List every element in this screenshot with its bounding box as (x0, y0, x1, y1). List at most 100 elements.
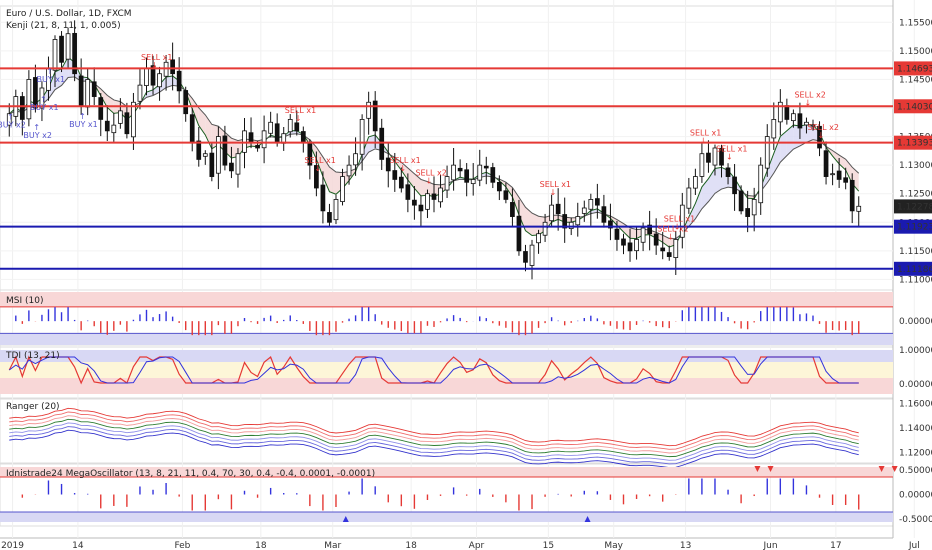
signal-arrow-glyph: ↓ (674, 222, 681, 231)
x-tick-label: Feb (174, 541, 190, 550)
candle-body (359, 119, 365, 155)
ranger-title: Ranger (20) (6, 402, 60, 412)
candle-body (614, 228, 620, 240)
candle-body (594, 198, 600, 206)
candle-body (758, 164, 764, 204)
kenji-cloud-segment (525, 207, 533, 236)
candle-body (621, 238, 626, 246)
kenji-cloud-segment (407, 167, 415, 189)
level-price-label: 1.14030 (897, 102, 932, 112)
candle-body (202, 153, 208, 157)
candle-body (725, 167, 731, 177)
signal-arrow-glyph: ↓ (804, 98, 811, 107)
kenji-cloud-segment (505, 182, 513, 197)
candle-body (255, 145, 260, 149)
mega-signal-marker (891, 466, 898, 472)
signal-annotation: BUY x2 (0, 121, 26, 130)
candle-body (640, 227, 646, 243)
candle-body (183, 90, 189, 115)
candle-body (6, 113, 12, 126)
tdi-middle-zone (0, 362, 893, 378)
x-tick-label: 2019 (1, 541, 24, 550)
candle-body (738, 190, 744, 212)
x-tick-label: 14 (72, 541, 84, 550)
ranger-tick: 1.12000 (899, 448, 932, 458)
candle-body (464, 169, 470, 183)
level-price-tag (894, 135, 932, 150)
mega-signal-marker (754, 466, 761, 472)
tdi-upper-zone (0, 350, 893, 362)
candle-body (19, 96, 25, 120)
x-tick-label: Jun (762, 541, 777, 550)
candle-body (222, 135, 228, 166)
signal-arrow-glyph: ↑ (46, 67, 53, 76)
kenji-cloud-segment (414, 173, 421, 196)
y-tick-label: 1.13000 (899, 161, 932, 171)
candle-body (287, 119, 293, 133)
msi-title: MSI (10) (6, 296, 43, 306)
candle-body (346, 164, 352, 177)
candle-body (385, 157, 391, 172)
y-tick-label: 1.11000 (899, 275, 932, 285)
candle-body (568, 221, 574, 230)
candle-body (91, 81, 97, 97)
candle-body (666, 252, 672, 257)
candle-body (764, 136, 770, 169)
candle-body (777, 101, 783, 123)
kenji-cloud-segment (316, 147, 323, 177)
candle-body (581, 207, 587, 214)
candle-body (366, 101, 372, 119)
signal-annotation: SELL x1 (285, 106, 316, 115)
ranger-tick: 1.16000 (899, 400, 932, 410)
y-tick-label: 1.15500 (899, 18, 932, 28)
candle-body (660, 247, 666, 252)
kenji-cloud-segment (205, 114, 212, 149)
candle-body (608, 220, 613, 229)
kenji-cloud-segment (688, 203, 696, 227)
kenji-cloud-segment (701, 178, 709, 209)
candle-body (52, 39, 58, 71)
signal-annotation: BUY x2 (23, 131, 52, 140)
candle-body (823, 150, 829, 177)
candle-body (431, 193, 437, 200)
kenji-cloud-segment (839, 155, 846, 171)
candle-body (209, 152, 215, 177)
signal-arrow-glyph: ↑ (40, 95, 47, 104)
candle-body (412, 199, 417, 206)
candle-body (379, 127, 385, 160)
candle-body (496, 181, 502, 192)
candle-body (229, 162, 234, 172)
candle-body (516, 215, 522, 252)
signal-annotation: SELL x1 (716, 145, 747, 154)
candle-body (719, 147, 724, 166)
candle-body (170, 59, 175, 75)
candle-body (78, 75, 84, 106)
kenji-cloud-segment (394, 157, 402, 171)
candle-body (372, 100, 378, 132)
candle-body (503, 190, 509, 200)
level-price-label: 1.12278 (897, 202, 932, 212)
candle-body (157, 73, 162, 88)
signal-annotation: SELL x2 (808, 123, 839, 132)
candle-body (555, 203, 561, 215)
signal-arrow-glyph: ↓ (314, 164, 321, 173)
candle-body (137, 84, 143, 102)
msi-upper-zone (0, 292, 893, 307)
kenji-cloud-segment (806, 124, 813, 143)
candle-body (144, 67, 149, 86)
candle-body (523, 251, 528, 263)
candle-body (810, 124, 816, 127)
mega-title: Idnistrade24 MegaOscillator (13, 8, 21, … (6, 469, 375, 479)
mega-signal-marker (767, 466, 774, 472)
kenji-cloud-segment (773, 136, 781, 174)
candle-body (451, 164, 456, 181)
candle-body (340, 176, 345, 202)
signal-arrow-glyph: ↑ (79, 112, 86, 121)
signal-arrow-glyph: ↑ (33, 123, 40, 132)
kenji-cloud-segment (198, 107, 206, 135)
kenji-cloud-segment (329, 166, 336, 195)
signal-annotation: SELL x1 (664, 214, 695, 223)
level-price-label: 1.11923 (897, 223, 932, 233)
candle-body (216, 136, 221, 174)
